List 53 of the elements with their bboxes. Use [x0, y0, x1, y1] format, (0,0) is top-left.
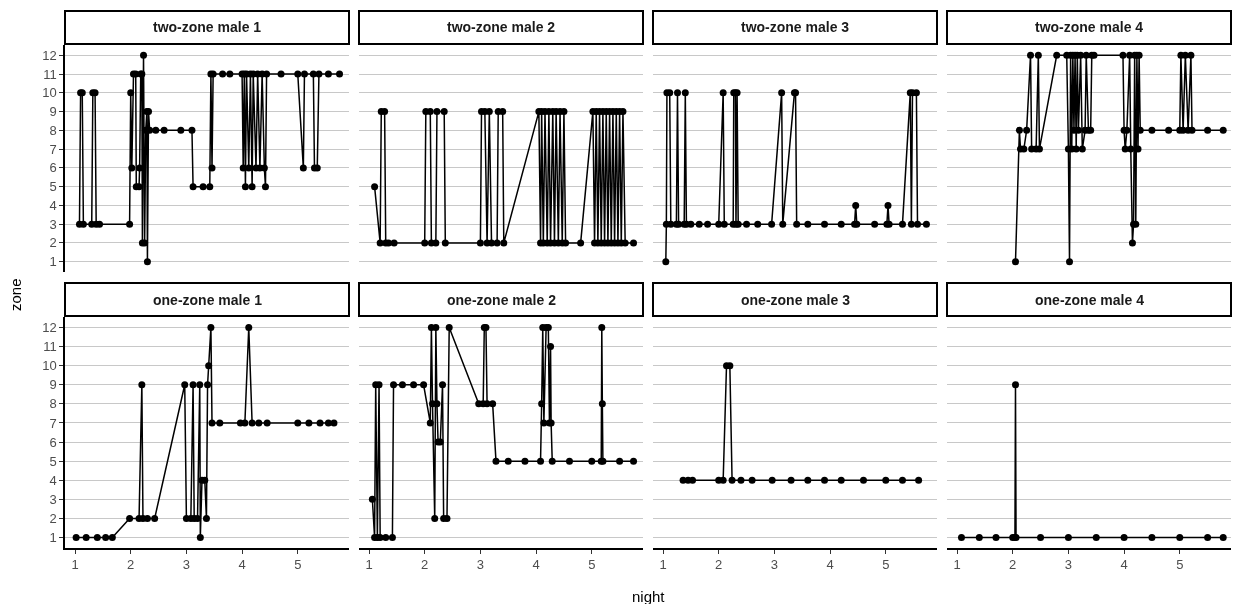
y-tick-label: 11	[43, 66, 57, 82]
y-tick-label: 1	[49, 254, 57, 270]
x-tick-label: 3	[1064, 557, 1073, 573]
y-tick-label: 6	[49, 160, 57, 176]
y-tick-label: 7	[49, 141, 57, 157]
y-tick-label: 5	[49, 453, 57, 469]
x-tick-label: 4	[826, 557, 834, 573]
y-tick-label: 2	[49, 235, 57, 251]
x-tick-label: 4	[1120, 557, 1128, 573]
y-tick-label: 2	[49, 510, 57, 526]
chart-title: one-zone male 1	[153, 292, 263, 308]
y-tick-label: 4	[49, 197, 57, 213]
x-tick-label: 1	[659, 557, 667, 573]
x-tick-label: 2	[1009, 557, 1017, 573]
y-tick-label: 9	[49, 104, 57, 120]
y-tick-label: 3	[49, 491, 57, 507]
chart-title: two-zone male 1	[153, 19, 262, 35]
x-tick-label: 5	[294, 557, 302, 573]
x-tick-label: 3	[182, 557, 191, 573]
x-tick-label: 1	[365, 557, 373, 573]
chart-title: two-zone male 3	[741, 19, 850, 35]
y-axis-title: zone	[7, 278, 24, 311]
y-tick-label: 12	[42, 320, 57, 336]
x-tick-label: 2	[421, 557, 429, 573]
y-tick-label: 11	[43, 339, 57, 355]
x-tick-label: 5	[1176, 557, 1184, 573]
chart-title: two-zone male 4	[1035, 19, 1144, 35]
chart-title: one-zone male 3	[741, 292, 851, 308]
chart-title: two-zone male 2	[447, 19, 556, 35]
y-tick-label: 10	[42, 358, 57, 374]
y-tick-label: 8	[49, 122, 57, 138]
x-tick-label: 5	[882, 557, 890, 573]
x-tick-label: 1	[953, 557, 961, 573]
y-tick-label: 8	[49, 396, 57, 412]
x-tick-label: 1	[71, 557, 79, 573]
y-tick-label: 3	[49, 216, 57, 232]
x-tick-label: 5	[588, 557, 596, 573]
y-tick-label: 7	[49, 415, 57, 431]
y-tick-label: 4	[49, 472, 57, 488]
x-tick-label: 3	[476, 557, 485, 573]
y-tick-label: 10	[42, 85, 57, 101]
chart-title: one-zone male 2	[447, 292, 557, 308]
y-tick-label: 1	[49, 530, 57, 546]
x-tick-label: 3	[770, 557, 779, 573]
chart-title: one-zone male 4	[1035, 292, 1145, 308]
y-tick-label: 6	[49, 434, 57, 450]
x-tick-label: 4	[532, 557, 540, 573]
y-tick-label: 12	[42, 47, 57, 63]
x-tick-label: 2	[715, 557, 723, 573]
x-tick-label: 4	[238, 557, 246, 573]
y-tick-label: 5	[49, 179, 57, 195]
y-tick-label: 9	[49, 377, 57, 393]
x-tick-label: 2	[127, 557, 135, 573]
